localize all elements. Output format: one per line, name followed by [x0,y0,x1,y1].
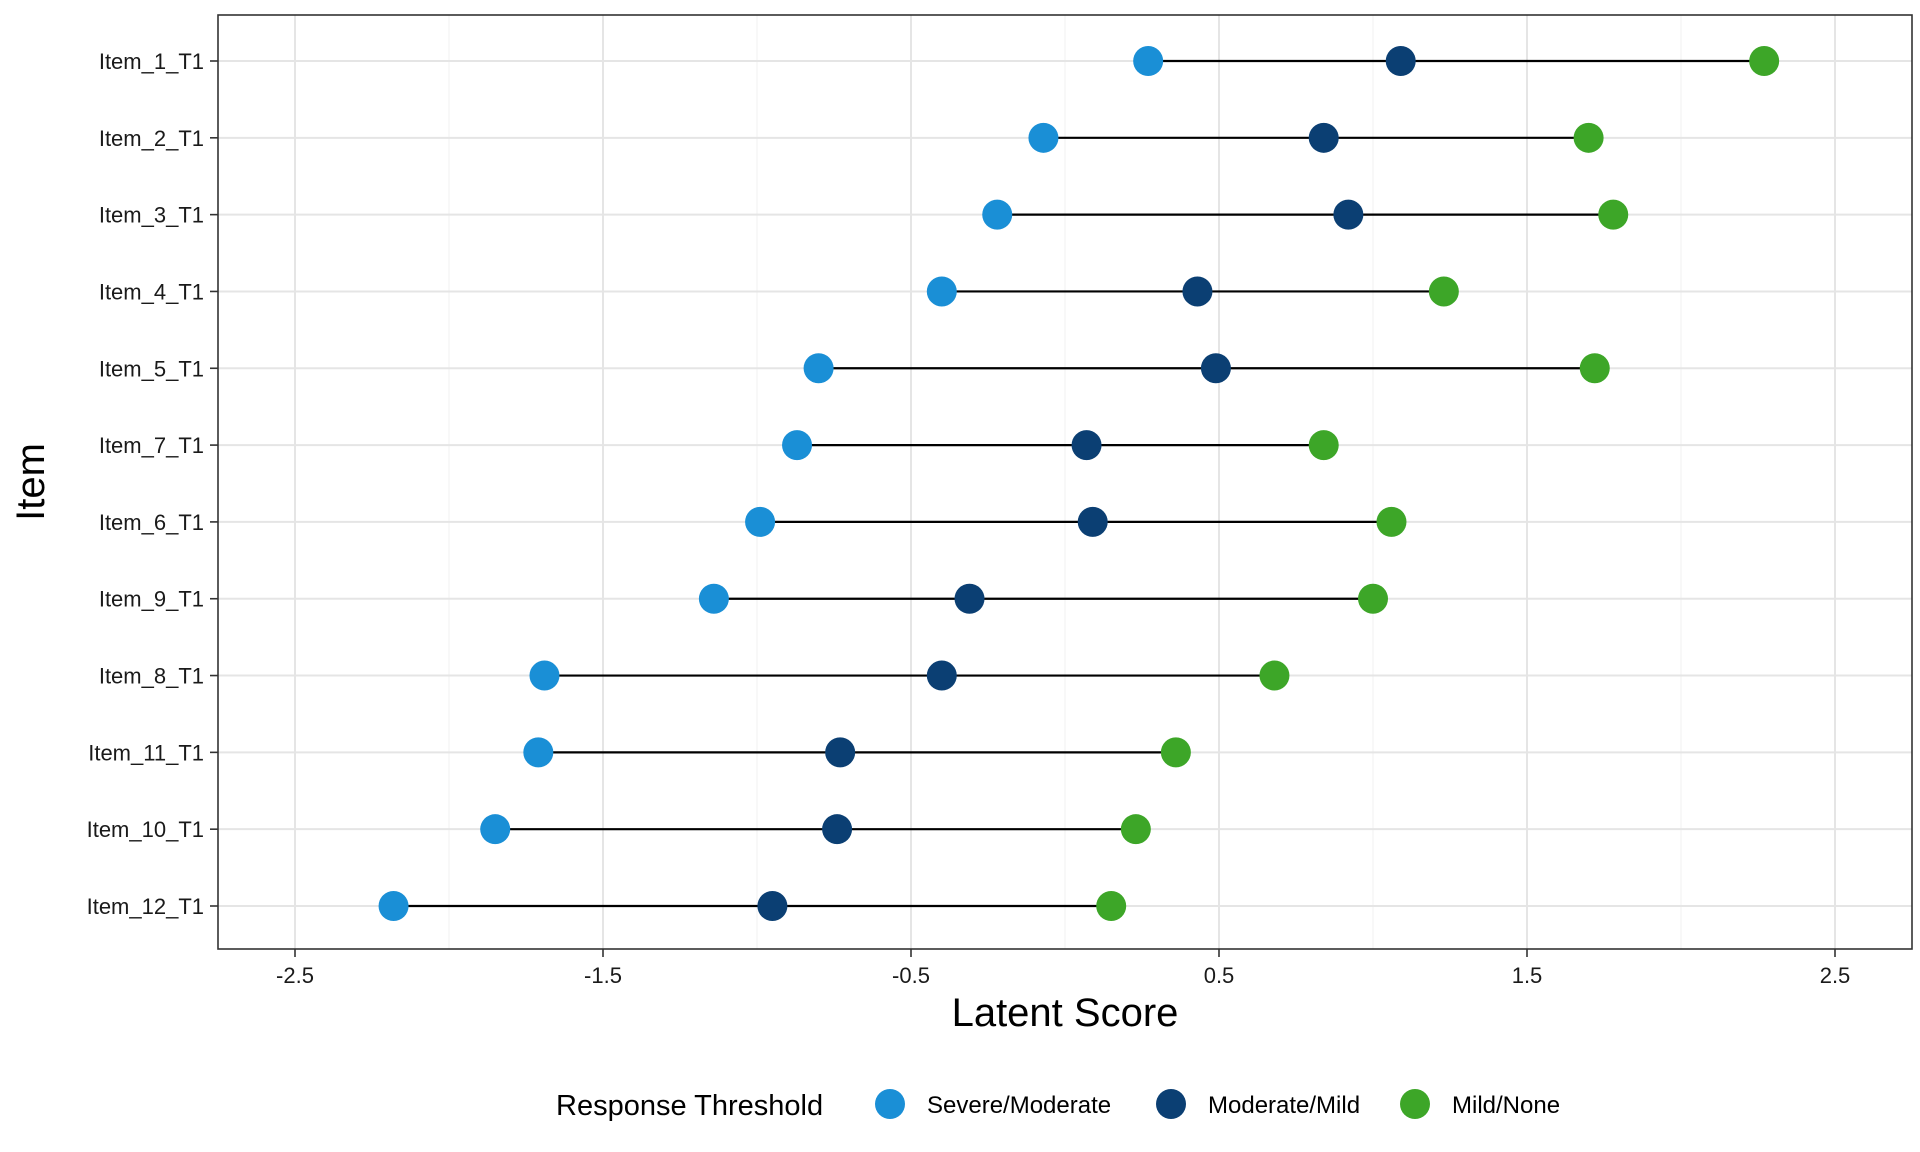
y-tick-label: Item_11_T1 [88,740,204,765]
point-item-4-t1-severe-moderate [926,276,957,307]
point-item-7-t1-moderate-mild [1071,430,1102,461]
y-tick-label: Item_12_T1 [87,894,204,919]
point-item-2-t1-moderate-mild [1308,122,1339,153]
y-tick-label: Item_3_T1 [99,203,204,228]
legend-key-mild-none [1400,1089,1430,1119]
point-item-2-t1-severe-moderate [1028,122,1059,153]
point-item-1-t1-moderate-mild [1385,46,1416,76]
y-tick-label: Item_8_T1 [99,664,204,689]
point-item-11-t1-mild-none [1160,737,1191,768]
point-item-7-t1-mild-none [1308,430,1339,461]
point-item-3-t1-severe-moderate [982,199,1013,230]
panel-border [217,14,1913,950]
point-item-5-t1-mild-none [1579,353,1610,384]
point-item-6-t1-moderate-mild [1077,506,1108,537]
y-tick-label: Item_2_T1 [99,126,204,151]
y-tick-label: Item_6_T1 [99,510,204,535]
legend-label-severe-moderate: Severe/Moderate [927,1092,1111,1119]
x-axis-title: Latent Score [952,991,1179,1035]
y-axis: Item_1_T1 Item_2_T1 Item_3_T1 Item_4_T1 Item… [87,49,218,919]
point-item-4-t1-moderate-mild [1182,276,1213,307]
x-tick-label: -2.5 [276,963,314,988]
point-item-11-t1-moderate-mild [825,737,856,768]
legend-label-mild-none: Mild/None [1452,1092,1560,1119]
point-item-10-t1-mild-none [1120,814,1151,845]
point-item-12-t1-mild-none [1096,891,1127,921]
x-tick-label: -0.5 [892,963,930,988]
point-item-8-t1-severe-moderate [529,660,560,691]
point-item-7-t1-severe-moderate [782,430,813,461]
x-tick-label: -1.5 [584,963,622,988]
y-tick-label: Item_5_T1 [99,356,204,381]
point-item-10-t1-moderate-mild [822,814,853,845]
point-item-6-t1-mild-none [1376,506,1407,537]
point-item-9-t1-severe-moderate [698,583,729,614]
legend-label-moderate-mild: Moderate/Mild [1208,1092,1360,1119]
y-tick-label: Item_10_T1 [87,817,204,842]
y-tick-label: Item_9_T1 [99,587,204,612]
x-tick-label: 0.5 [1204,963,1235,988]
point-item-11-t1-severe-moderate [523,737,554,768]
data-points [378,46,1780,921]
legend: Response Threshold Severe/Moderate Moder… [556,1089,1560,1122]
legend-title: Response Threshold [556,1090,823,1122]
point-item-12-t1-severe-moderate [378,891,409,921]
point-item-10-t1-severe-moderate [480,814,511,845]
point-item-2-t1-mild-none [1573,122,1604,153]
point-item-8-t1-mild-none [1259,660,1290,691]
point-item-5-t1-severe-moderate [803,353,834,384]
legend-key-severe-moderate [875,1089,905,1119]
point-item-5-t1-moderate-mild [1200,353,1231,384]
point-item-1-t1-mild-none [1749,46,1780,76]
y-axis-title: Item [9,443,53,521]
point-item-4-t1-mild-none [1428,276,1459,307]
y-tick-label: Item_1_T1 [99,49,204,74]
x-tick-label: 1.5 [1512,963,1543,988]
point-item-1-t1-severe-moderate [1133,46,1164,76]
point-item-9-t1-mild-none [1358,583,1388,614]
y-tick-label: Item_7_T1 [99,433,204,458]
point-item-6-t1-severe-moderate [745,506,776,537]
x-tick-label: 2.5 [1820,963,1851,988]
point-item-12-t1-moderate-mild [757,891,788,921]
y-tick-label: Item_4_T1 [99,279,204,304]
legend-key-moderate-mild [1156,1089,1186,1119]
point-item-8-t1-moderate-mild [926,660,957,691]
point-item-3-t1-moderate-mild [1333,199,1364,230]
point-item-9-t1-moderate-mild [954,583,985,614]
x-axis: -2.5 -1.5 -0.5 0.5 1.5 2.5 [276,949,1850,988]
point-item-3-t1-mild-none [1598,199,1629,230]
